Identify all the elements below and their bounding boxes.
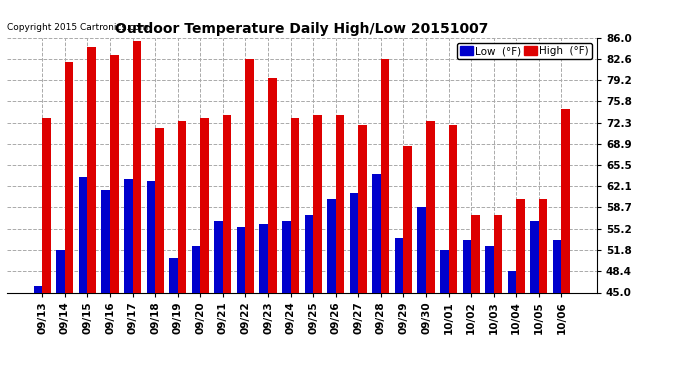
Bar: [426, 122, 435, 375]
Text: Copyright 2015 Cartronics.com: Copyright 2015 Cartronics.com: [7, 23, 148, 32]
Title: Outdoor Temperature Daily High/Low 20151007: Outdoor Temperature Daily High/Low 20151…: [115, 22, 489, 36]
Bar: [336, 115, 344, 375]
Bar: [282, 221, 290, 375]
Bar: [155, 128, 164, 375]
Bar: [132, 40, 141, 375]
Bar: [178, 122, 186, 375]
Bar: [101, 190, 110, 375]
Bar: [462, 240, 471, 375]
Bar: [531, 221, 539, 375]
Bar: [259, 224, 268, 375]
Bar: [485, 246, 494, 375]
Bar: [516, 199, 525, 375]
Bar: [381, 59, 389, 375]
Bar: [327, 199, 336, 375]
Bar: [146, 180, 155, 375]
Legend: Low  (°F), High  (°F): Low (°F), High (°F): [457, 43, 591, 59]
Bar: [42, 118, 51, 375]
Bar: [404, 146, 412, 375]
Bar: [313, 115, 322, 375]
Bar: [494, 215, 502, 375]
Bar: [268, 78, 277, 375]
Bar: [215, 221, 223, 375]
Bar: [200, 118, 209, 375]
Bar: [358, 124, 367, 375]
Bar: [290, 118, 299, 375]
Bar: [417, 207, 426, 375]
Bar: [65, 62, 73, 375]
Bar: [223, 115, 231, 375]
Bar: [539, 199, 547, 375]
Bar: [88, 47, 96, 375]
Bar: [34, 286, 42, 375]
Bar: [440, 250, 449, 375]
Bar: [304, 215, 313, 375]
Bar: [350, 193, 358, 375]
Bar: [237, 227, 246, 375]
Bar: [57, 250, 65, 375]
Bar: [373, 174, 381, 375]
Bar: [508, 271, 516, 375]
Bar: [169, 258, 178, 375]
Bar: [553, 240, 562, 375]
Bar: [192, 246, 200, 375]
Bar: [395, 238, 404, 375]
Bar: [471, 215, 480, 375]
Bar: [79, 177, 88, 375]
Bar: [124, 179, 132, 375]
Bar: [448, 124, 457, 375]
Bar: [246, 59, 254, 375]
Bar: [562, 109, 570, 375]
Bar: [110, 55, 119, 375]
